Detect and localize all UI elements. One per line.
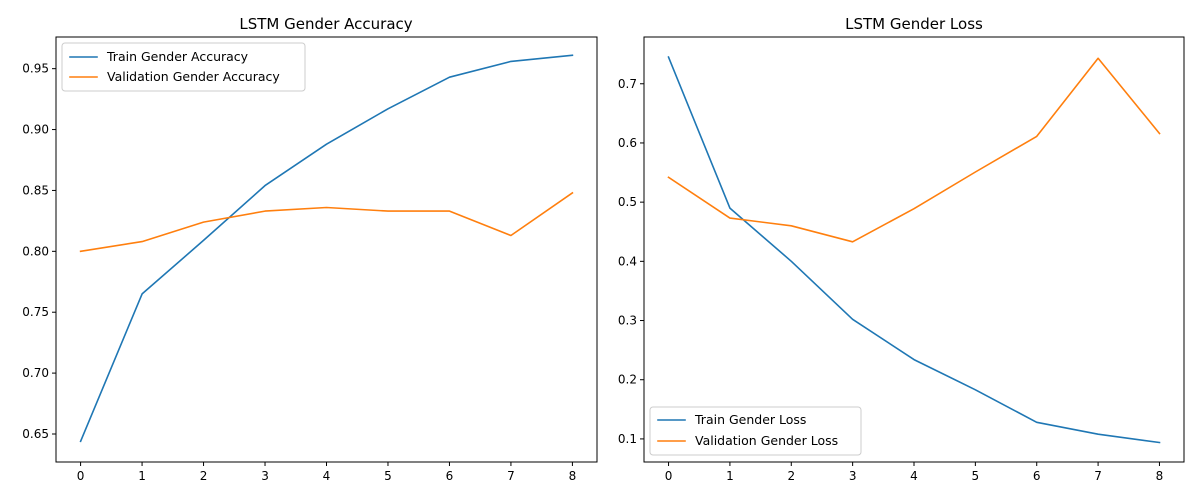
y-tick-label: 0.95 [22, 62, 49, 76]
x-tick-label: 3 [849, 469, 857, 483]
y-tick-label: 0.90 [22, 123, 49, 137]
loss-plot-frame [643, 36, 1185, 463]
loss-ticks: 0 1 2 3 4 5 6 7 8 0.1 0.2 0.3 0.4 0.5 0.6 0.7 [618, 77, 1163, 483]
x-tick-label: 0 [77, 469, 85, 483]
x-tick-label: 3 [261, 469, 269, 483]
loss-series-lines [667, 56, 1161, 444]
series-line-validation [79, 191, 574, 253]
x-tick-label: 8 [569, 469, 577, 483]
legend-box [61, 42, 306, 92]
x-tick-label: 2 [787, 469, 795, 483]
x-tick-label: 4 [323, 469, 331, 483]
accuracy-ticks: 0 1 2 3 4 5 6 7 8 0.65 0.70 0.75 0.80 0.85 0.90 0.95 [22, 62, 576, 483]
y-tick-label: 0.1 [618, 432, 637, 446]
x-tick-label: 4 [910, 469, 918, 483]
legend-label-validation: Validation Gender Accuracy [107, 69, 280, 84]
y-tick-label: 0.2 [618, 373, 637, 387]
y-tick-label: 0.7 [618, 77, 637, 91]
y-tick-label: 0.5 [618, 195, 637, 209]
x-tick-label: 2 [200, 469, 208, 483]
x-tick-label: 6 [446, 469, 454, 483]
loss-legend: Train Gender Loss Validation Gender Loss [649, 406, 862, 456]
y-tick-label: 0.4 [618, 254, 637, 268]
x-tick-label: 5 [384, 469, 392, 483]
y-tick-label: 0.75 [22, 305, 49, 319]
x-tick-label: 1 [138, 469, 146, 483]
series-line-train [79, 54, 574, 443]
legend-label-train: Train Gender Accuracy [106, 49, 249, 64]
loss-chart: LSTM Gender Loss 0 1 2 3 4 5 6 7 8 0.1 0.2 0.3 0.4 0.… [618, 15, 1185, 483]
x-tick-label: 8 [1156, 469, 1164, 483]
x-tick-label: 0 [665, 469, 673, 483]
y-tick-label: 0.70 [22, 366, 49, 380]
series-line-train [667, 56, 1161, 444]
chart-title: LSTM Gender Accuracy [239, 15, 412, 33]
accuracy-plot-frame [55, 36, 598, 463]
legend-label-train: Train Gender Loss [694, 412, 806, 427]
accuracy-chart: LSTM Gender Accuracy 0 1 2 3 4 5 6 7 8 0.65 0.70 0.… [22, 15, 598, 483]
x-tick-label: 7 [507, 469, 515, 483]
y-tick-label: 0.80 [22, 244, 49, 258]
legend-label-validation: Validation Gender Loss [695, 433, 838, 448]
x-tick-label: 1 [726, 469, 734, 483]
x-tick-label: 6 [1033, 469, 1041, 483]
legend-box [649, 406, 862, 456]
x-tick-label: 7 [1094, 469, 1102, 483]
y-tick-label: 0.3 [618, 314, 637, 328]
accuracy-series-lines [79, 54, 574, 443]
y-tick-label: 0.85 [22, 183, 49, 197]
accuracy-legend: Train Gender Accuracy Validation Gender … [61, 42, 306, 92]
x-tick-label: 5 [972, 469, 980, 483]
y-tick-label: 0.6 [618, 136, 637, 150]
series-line-validation [667, 57, 1161, 243]
chart-title: LSTM Gender Loss [845, 15, 983, 33]
y-tick-label: 0.65 [22, 427, 49, 441]
